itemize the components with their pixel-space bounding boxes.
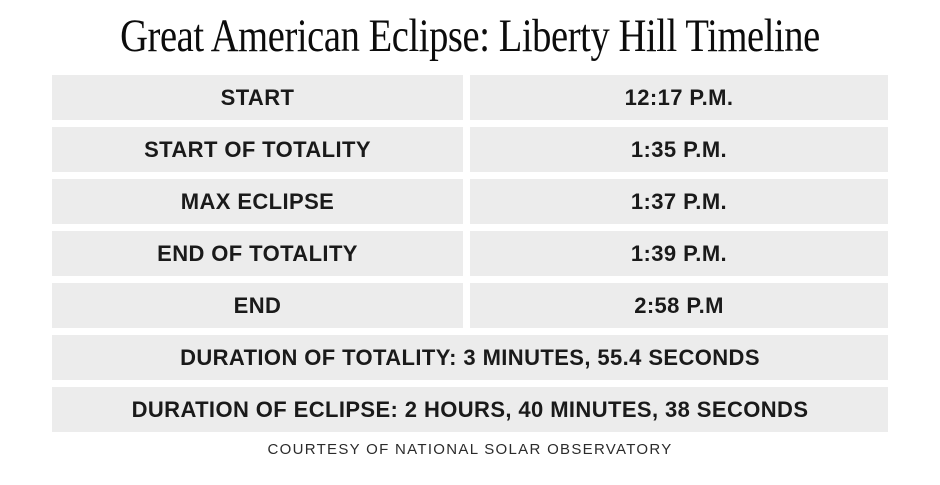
event-label-cell: MAX ECLIPSE (52, 179, 463, 224)
summary-row: DURATION OF ECLIPSE: 2 HOURS, 40 MINUTES… (52, 387, 888, 432)
duration-of-eclipse-cell: DURATION OF ECLIPSE: 2 HOURS, 40 MINUTES… (52, 387, 888, 432)
event-time-cell: 12:17 P.M. (470, 75, 888, 120)
table-row: START 12:17 P.M. (52, 75, 888, 120)
event-label-cell: START OF TOTALITY (52, 127, 463, 172)
event-time-cell: 1:37 P.M. (470, 179, 888, 224)
event-time-cell: 2:58 P.M (470, 283, 888, 328)
page-title: Great American Eclipse: Liberty Hill Tim… (120, 10, 820, 62)
table-row: START OF TOTALITY 1:35 P.M. (52, 127, 888, 172)
table-row: MAX ECLIPSE 1:37 P.M. (52, 179, 888, 224)
event-time-cell: 1:39 P.M. (470, 231, 888, 276)
event-label-cell: END (52, 283, 463, 328)
table-row: END 2:58 P.M (52, 283, 888, 328)
event-label-cell: END OF TOTALITY (52, 231, 463, 276)
event-label-cell: START (52, 75, 463, 120)
duration-of-totality-cell: DURATION OF TOTALITY: 3 MINUTES, 55.4 SE… (52, 335, 888, 380)
table-row: END OF TOTALITY 1:39 P.M. (52, 231, 888, 276)
courtesy-credit-line: COURTESY OF NATIONAL SOLAR OBSERVATORY (267, 441, 673, 458)
summary-row: DURATION OF TOTALITY: 3 MINUTES, 55.4 SE… (52, 335, 888, 380)
event-time-cell: 1:35 P.M. (470, 127, 888, 172)
timeline-table: START 12:17 P.M. START OF TOTALITY 1:35 … (52, 75, 888, 439)
